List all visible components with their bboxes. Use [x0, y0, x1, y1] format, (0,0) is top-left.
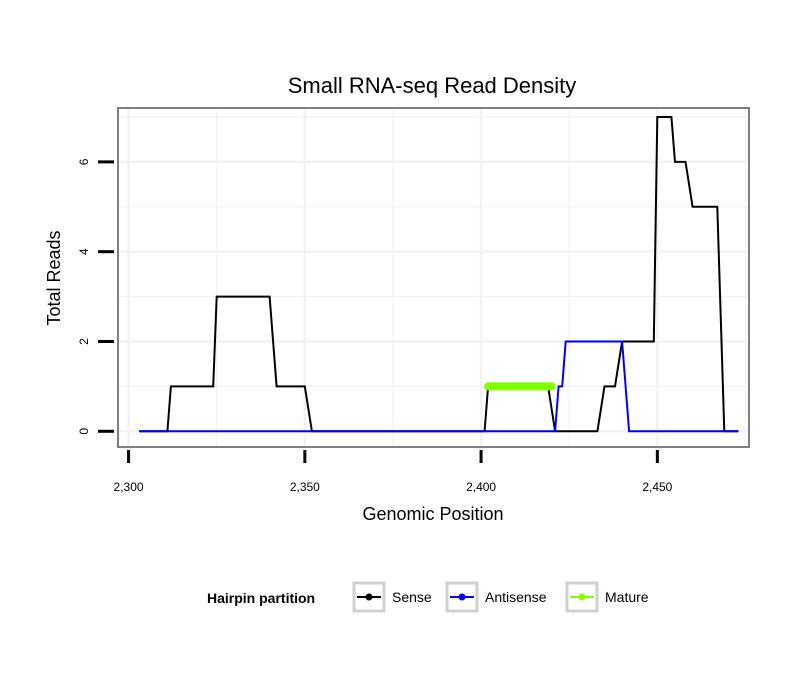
- x-tick-label: 2,400: [466, 480, 496, 494]
- x-tick-label: 2,450: [642, 480, 672, 494]
- y-tick-label: 2: [77, 338, 91, 345]
- chart-title: Small RNA-seq Read Density: [288, 73, 577, 98]
- y-tick-label: 0: [77, 428, 91, 435]
- y-tick-label: 6: [77, 158, 91, 165]
- x-tick-label: 2,350: [290, 480, 320, 494]
- legend-label-mature: Mature: [605, 589, 649, 605]
- x-axis-title: Genomic Position: [362, 504, 503, 524]
- legend-dot-mature: [578, 593, 586, 601]
- y-tick-label: 4: [77, 248, 91, 255]
- series-line-sense: [139, 116, 739, 433]
- series-layer: [139, 116, 739, 433]
- legend-label-sense: Sense: [392, 589, 432, 605]
- legend-title: Hairpin partition: [207, 590, 315, 606]
- x-tick-label: 2,300: [114, 480, 144, 494]
- legend-label-antisense: Antisense: [485, 589, 547, 605]
- y-axis-title: Total Reads: [44, 230, 64, 325]
- legend-dot-sense: [365, 593, 373, 601]
- series-line-antisense: [139, 340, 739, 433]
- legend: Hairpin partition Sense Antisense Mature: [207, 581, 649, 613]
- axis-layer: 2,300 2,350 2,400 2,450 0 2 4 6: [77, 158, 673, 494]
- legend-dot-antisense: [458, 593, 466, 601]
- plot-panel: [117, 107, 750, 448]
